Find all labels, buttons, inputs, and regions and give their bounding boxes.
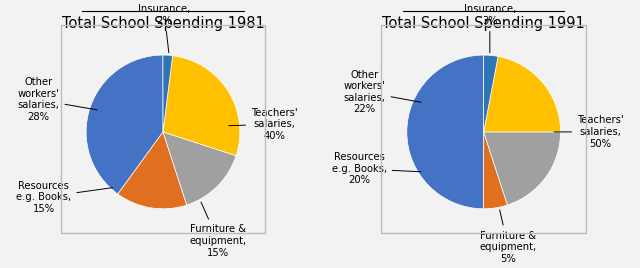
Text: Teachers'
salaries,
40%: Teachers' salaries, 40% [228, 108, 298, 141]
Text: Resources
e.g. Books,
15%: Resources e.g. Books, 15% [16, 181, 113, 214]
Wedge shape [86, 55, 163, 194]
Title: Total School Spending 1991: Total School Spending 1991 [382, 16, 585, 31]
Text: Other
workers'
salaries,
22%: Other workers' salaries, 22% [344, 70, 421, 114]
Text: Furniture &
equipment,
5%: Furniture & equipment, 5% [480, 210, 537, 264]
Title: Total School Spending 1981: Total School Spending 1981 [61, 16, 264, 31]
Text: Furniture &
equipment,
15%: Furniture & equipment, 15% [189, 202, 247, 258]
Text: Resources
e.g. Books,
20%: Resources e.g. Books, 20% [332, 152, 421, 185]
Text: Teachers'
salaries,
50%: Teachers' salaries, 50% [554, 115, 624, 148]
Wedge shape [484, 57, 561, 132]
Wedge shape [163, 55, 173, 132]
Wedge shape [118, 132, 187, 209]
Wedge shape [484, 132, 561, 205]
Wedge shape [163, 56, 240, 156]
Text: Insurance,
3%: Insurance, 3% [464, 4, 516, 53]
Text: Other
workers'
salaries,
28%: Other workers' salaries, 28% [17, 77, 97, 122]
Wedge shape [163, 132, 236, 205]
Text: Insurance,
2%: Insurance, 2% [138, 4, 191, 53]
Wedge shape [484, 55, 498, 132]
Wedge shape [484, 132, 508, 209]
Wedge shape [407, 55, 484, 209]
